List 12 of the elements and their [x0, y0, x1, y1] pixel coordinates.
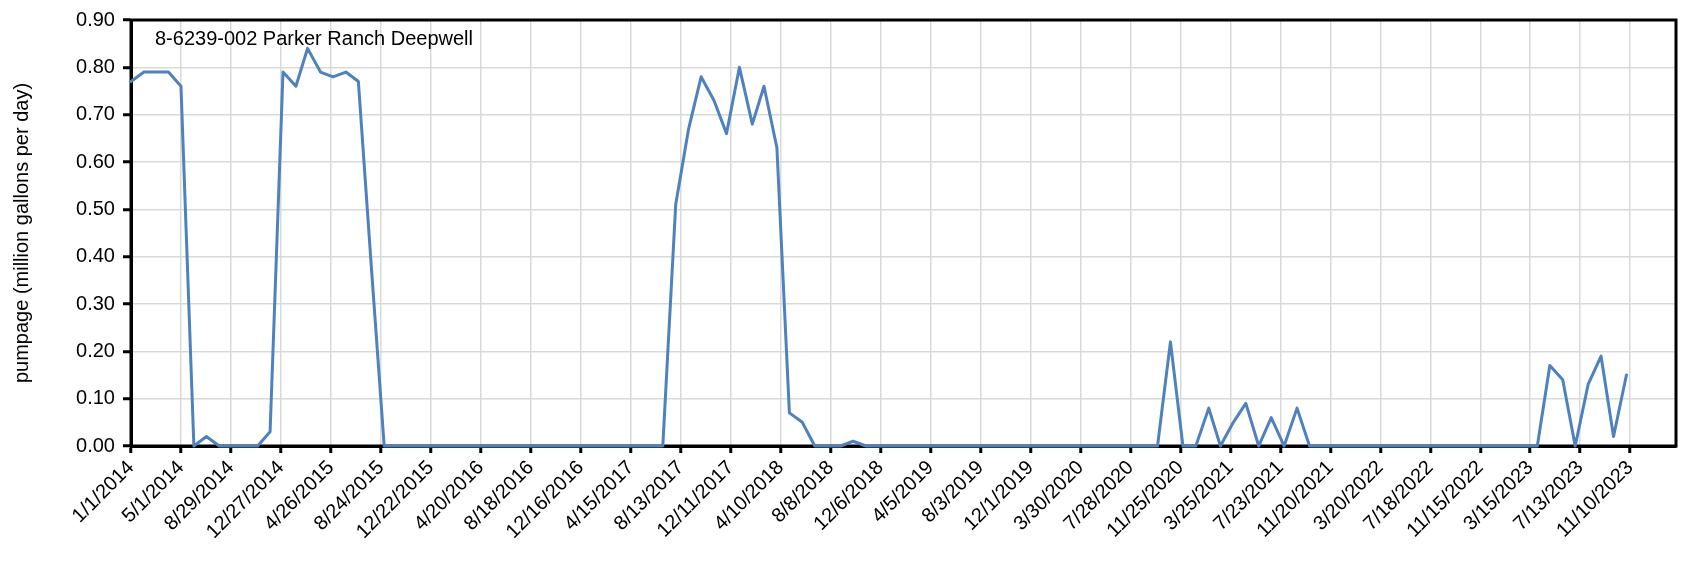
y-tick-label: 0.80	[76, 54, 115, 77]
y-tick-label: 0.40	[76, 244, 115, 267]
y-tick-label: 0.30	[76, 291, 115, 314]
y-tick-label: 0.10	[76, 386, 115, 409]
y-tick-label: 0.00	[76, 433, 115, 456]
chart-title: 8-6239-002 Parker Ranch Deepwell	[155, 26, 473, 49]
y-axis-title: pumpage (million gallons per day)	[9, 82, 32, 384]
y-tick-label: 0.60	[76, 149, 115, 172]
y-tick-label: 0.90	[76, 7, 115, 30]
y-tick-label: 0.70	[76, 102, 115, 125]
y-tick-label: 0.50	[76, 196, 115, 219]
y-tick-label: 0.20	[76, 338, 115, 361]
